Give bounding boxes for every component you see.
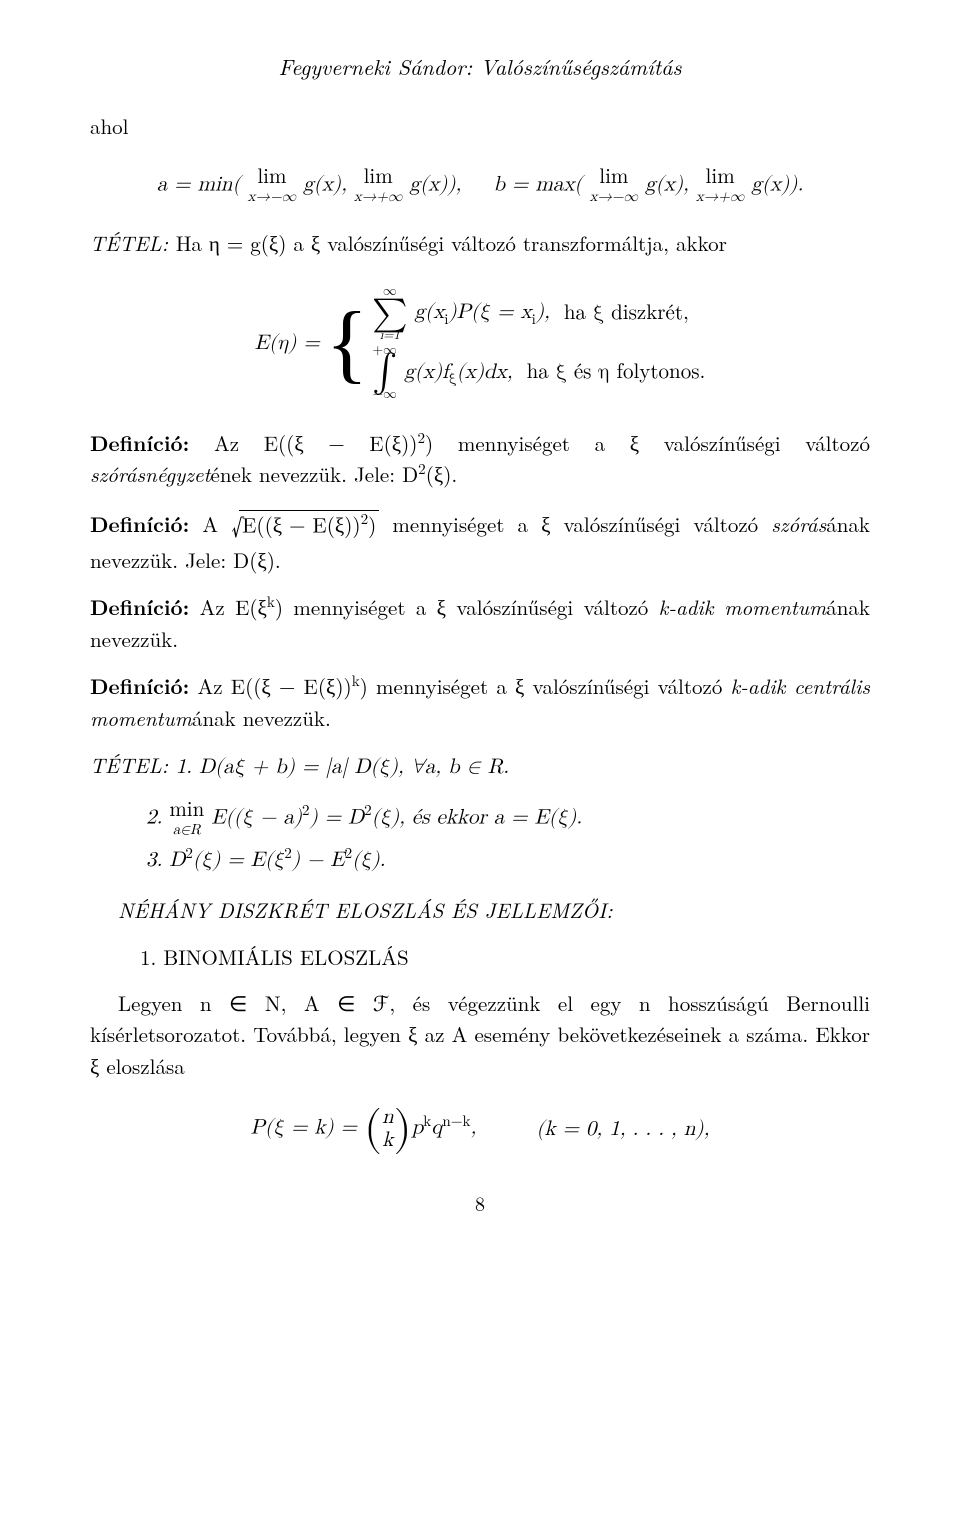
theorem-item-2: 2. mina∈R E((ξ − a)2) = D2(ξ), és ekkor … — [146, 800, 870, 837]
def-moment: Definíció: Az E(ξk) mennyiséget a ξ való… — [90, 592, 870, 655]
def-label-3: Definíció: — [90, 592, 189, 622]
lim-2: limx→+∞ — [354, 167, 403, 204]
discrete-dist-heading: NÉHÁNY DISZKRÉT ELOSZLÁS ÉS JELLEMZŐI: — [118, 895, 870, 927]
lim-4: limx→+∞ — [696, 167, 745, 204]
def-stddev: Definíció: A √E((ξ − E(ξ))2) mennyiséget… — [90, 507, 870, 576]
theorem-var-props: TÉTEL: 1. D(aξ + b) = |a| D(ξ), ∀a, b ∈ … — [90, 750, 870, 784]
def-label: Definíció: — [90, 428, 189, 458]
def-central-moment: Definíció: Az E((ξ − E(ξ))k) mennyiséget… — [90, 671, 870, 734]
eq-b: b = max( — [493, 174, 589, 195]
def-label-4: Definíció: — [90, 671, 189, 701]
binomial-heading: 1. BINOMIÁLIS ELOSZLÁS — [140, 942, 870, 974]
expectation-cases: E(η) = { ∞∑i=1 g(xi)P(ξ = xi), ha ξ disz… — [90, 283, 870, 403]
page-number: 8 — [90, 1188, 870, 1218]
bernoulli-text: Legyen n ∈ N, A ∈ ℱ, és végezzünk el egy… — [90, 988, 870, 1083]
case-1-cond: ha ξ diszkrét, — [564, 298, 689, 330]
equation-limits: a = min( limx→−∞ g(x), limx→+∞ g(x)), b … — [90, 167, 870, 204]
binomial-pmf: P(ξ = k) = (nk)pkqn−k, (k = 0, 1, . . . … — [90, 1106, 870, 1152]
case-2-cond: ha ξ és η folytonos. — [527, 357, 706, 389]
lim-1: limx→−∞ — [248, 167, 297, 204]
def-variance: Definíció: Az E((ξ − E(ξ))2) mennyiséget… — [90, 428, 870, 491]
lim-3: limx→−∞ — [590, 167, 639, 204]
document-header: Fegyverneki Sándor: Valószínűségszámítás — [90, 50, 870, 83]
def-label-2: Definíció: — [90, 509, 189, 539]
ahol-line: ahol — [90, 111, 870, 143]
tetel-label: TÉTEL: — [90, 228, 176, 258]
int-stack: +∞∫−∞ — [372, 344, 397, 402]
theorem-item-3: 3. D2(ξ) = E(ξ2) − E2(ξ). — [146, 845, 870, 877]
tetel-label-2: TÉTEL: — [90, 750, 176, 780]
eq-a: a = min( — [157, 174, 248, 195]
theorem-transform: TÉTEL: Ha η = g(ξ) a ξ valószínűségi vál… — [90, 228, 870, 260]
sum-stack: ∞∑i=1 — [372, 285, 407, 342]
